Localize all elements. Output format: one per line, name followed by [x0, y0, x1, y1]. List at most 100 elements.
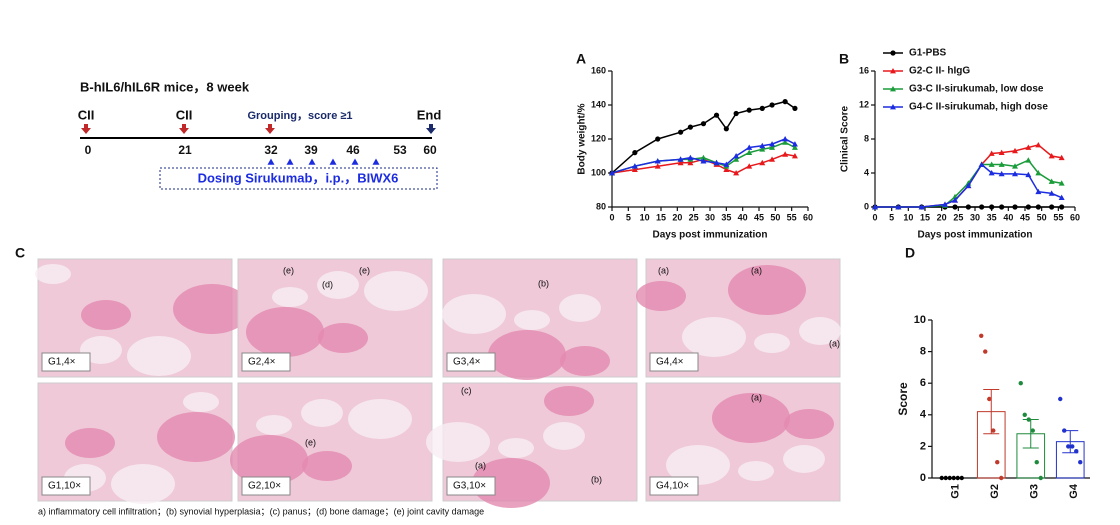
image-label-box — [241, 476, 291, 496]
dosing-label: Dosing Sirukumab，i.p.，BIWX6 — [198, 170, 399, 185]
point — [746, 163, 753, 169]
image-label: G1,10× — [48, 481, 81, 492]
series-line — [875, 163, 1062, 208]
tissue-shape — [111, 464, 175, 504]
data-point — [995, 460, 1000, 465]
point — [988, 170, 995, 176]
x-tick-label: 5 — [626, 212, 631, 222]
tissue-shape — [712, 393, 790, 443]
tissue-shape — [317, 271, 359, 299]
tissue-shape — [426, 422, 490, 462]
point — [687, 154, 694, 161]
point — [952, 204, 958, 210]
data-point — [955, 475, 960, 481]
tissue-shape — [682, 317, 746, 357]
tissue-shape — [666, 445, 730, 485]
point — [1012, 204, 1018, 210]
point — [655, 136, 661, 142]
tissue-shape — [364, 271, 428, 311]
timeline-day: 53 — [393, 143, 407, 157]
legend-marker — [890, 104, 896, 110]
panel-label: B — [839, 51, 849, 67]
x-tick-label: 30 — [705, 212, 715, 222]
panel-label: A — [576, 51, 586, 67]
point — [791, 141, 798, 147]
tissue-shape — [256, 415, 292, 435]
x-tick-label: 40 — [738, 212, 748, 222]
data-point — [1030, 428, 1035, 433]
point — [782, 136, 789, 142]
point — [609, 170, 615, 176]
point — [723, 126, 729, 132]
tissue-shape — [65, 428, 115, 458]
x-tick-label: 0 — [609, 212, 614, 222]
point — [782, 139, 789, 145]
tissue-shape — [318, 323, 368, 353]
point — [999, 204, 1005, 210]
x-tick-label: G3 — [1029, 484, 1041, 499]
point — [965, 182, 972, 189]
point — [791, 153, 798, 159]
x-tick-label: G4 — [1068, 483, 1080, 499]
tissue-shape — [498, 438, 534, 458]
histology-image: G2,4× (e) (d) (e) — [237, 258, 433, 378]
dose-marker — [308, 158, 316, 165]
dose-marker — [372, 158, 380, 165]
x-tick-label: 60 — [803, 212, 813, 222]
image-label: G4,10× — [656, 481, 689, 492]
y-tick-label: 8 — [864, 133, 869, 143]
point — [700, 121, 707, 127]
annotation: (a) — [658, 265, 669, 275]
histology-image: G4,4× (a) (a) (a) — [636, 258, 841, 378]
data-point — [939, 475, 944, 481]
dose-marker — [286, 158, 294, 165]
tissue-shape — [230, 435, 308, 485]
point — [733, 156, 740, 162]
x-tick-label: 5 — [889, 212, 894, 222]
event-arrow — [265, 124, 275, 134]
point — [1025, 204, 1031, 210]
tissue-shape — [302, 451, 352, 481]
legend-marker — [890, 86, 896, 92]
y-tick-label: 0 — [864, 201, 869, 211]
point — [979, 204, 985, 210]
annotation: (e) — [359, 265, 370, 275]
data-point — [1038, 475, 1043, 481]
point — [678, 129, 684, 135]
image-label: G3,4× — [453, 357, 481, 368]
timeline-day: 46 — [346, 143, 360, 157]
image-label: G3,10× — [453, 481, 486, 492]
point — [733, 170, 740, 176]
point — [759, 142, 766, 149]
point — [988, 150, 995, 156]
data-point — [991, 428, 996, 433]
data-point — [1070, 444, 1075, 449]
point — [1058, 154, 1065, 161]
annotation: (a) — [829, 338, 840, 348]
image-label-box — [41, 476, 91, 496]
point — [1035, 188, 1042, 195]
data-point — [999, 475, 1004, 481]
point — [700, 154, 707, 161]
event-arrow — [81, 124, 91, 134]
annotation: (e) — [283, 265, 294, 275]
data-point — [959, 475, 964, 481]
legend-marker — [890, 50, 896, 56]
y-axis-title: Clinical Score — [840, 105, 851, 172]
event-arrow — [179, 124, 189, 134]
point — [700, 158, 707, 164]
data-point — [1034, 460, 1039, 465]
point — [746, 149, 753, 155]
point — [1025, 171, 1032, 178]
tissue-shape — [488, 330, 566, 380]
annotation: (a) — [751, 392, 762, 402]
point — [746, 144, 753, 150]
tissue-shape — [783, 445, 825, 473]
point — [1025, 157, 1032, 163]
point — [713, 159, 720, 166]
tissue-shape — [559, 294, 601, 322]
x-tick-label: G2 — [989, 484, 1001, 499]
point — [1035, 204, 1041, 210]
tissue-shape — [514, 310, 550, 330]
